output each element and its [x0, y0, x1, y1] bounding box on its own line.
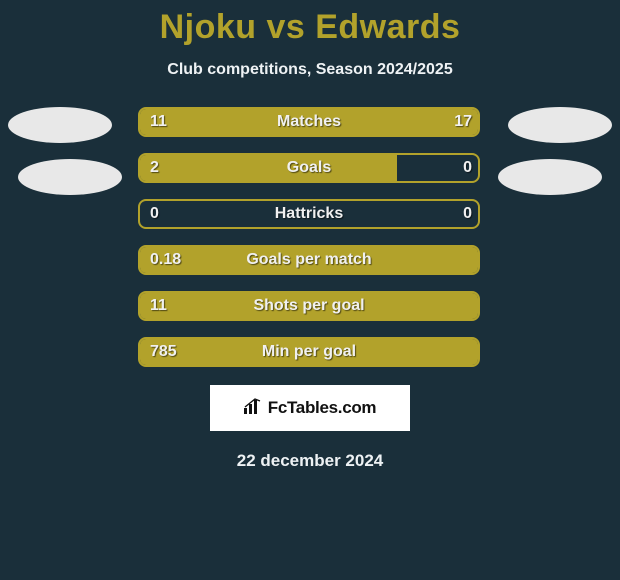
source-badge: FcTables.com	[210, 385, 410, 431]
source-badge-text: FcTables.com	[268, 398, 377, 418]
stat-row: 2Goals0	[0, 153, 620, 183]
snapshot-date: 22 december 2024	[0, 451, 620, 471]
comparison-chart: 11Matches172Goals00Hattricks00.18Goals p…	[0, 107, 620, 367]
bars-icon	[244, 398, 262, 419]
stat-value-right: 0	[463, 199, 472, 229]
stat-label: Hattricks	[138, 199, 480, 229]
stat-label: Goals	[138, 153, 480, 183]
stat-label: Matches	[138, 107, 480, 137]
stat-label: Goals per match	[138, 245, 480, 275]
stat-value-right: 0	[463, 153, 472, 183]
stat-label: Shots per goal	[138, 291, 480, 321]
stat-label: Min per goal	[138, 337, 480, 367]
stat-row: 11Shots per goal	[0, 291, 620, 321]
page-title: Njoku vs Edwards	[0, 0, 620, 47]
stat-row: 11Matches17	[0, 107, 620, 137]
stat-row: 0Hattricks0	[0, 199, 620, 229]
subtitle: Club competitions, Season 2024/2025	[0, 61, 620, 79]
stat-row: 0.18Goals per match	[0, 245, 620, 275]
stat-value-right: 17	[454, 107, 472, 137]
stat-row: 785Min per goal	[0, 337, 620, 367]
